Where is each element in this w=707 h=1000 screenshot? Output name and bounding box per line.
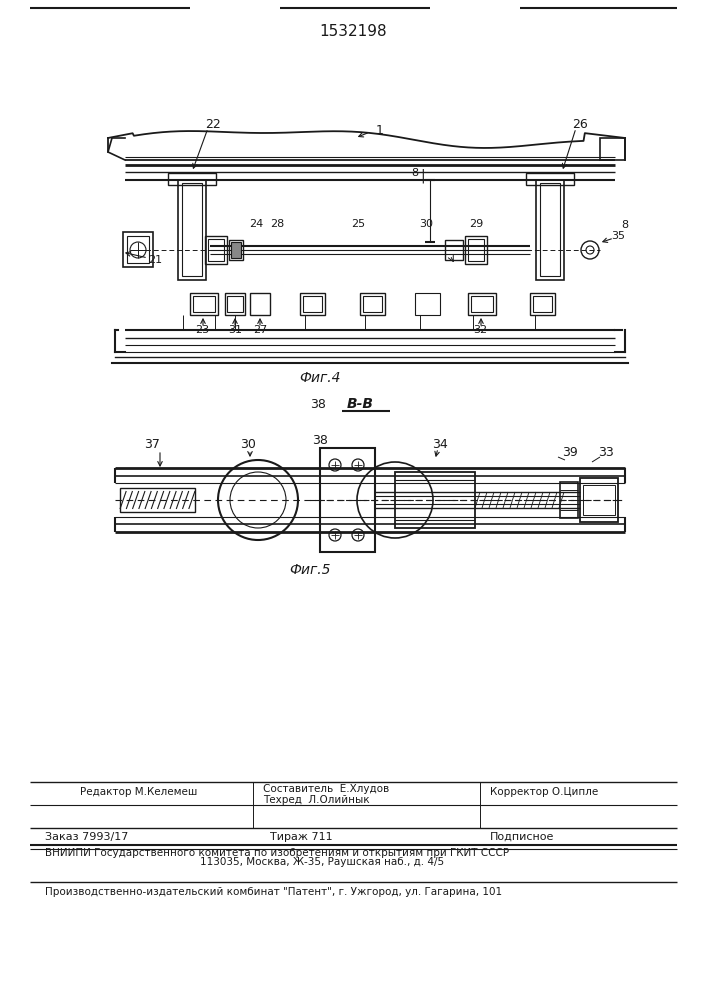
Text: 23: 23 xyxy=(195,325,209,335)
Bar xyxy=(445,240,463,260)
Text: 28: 28 xyxy=(270,219,284,229)
Bar xyxy=(231,242,241,258)
Bar xyxy=(583,485,615,515)
Bar xyxy=(560,482,578,518)
Text: Редактор М.Келемеш: Редактор М.Келемеш xyxy=(80,787,197,797)
Text: 38: 38 xyxy=(310,398,326,412)
Text: 1: 1 xyxy=(376,123,384,136)
Text: 22: 22 xyxy=(205,117,221,130)
Bar xyxy=(227,296,243,312)
Text: 27: 27 xyxy=(253,325,267,335)
Bar xyxy=(178,180,206,280)
Bar xyxy=(526,173,574,185)
Text: Корректор О.Ципле: Корректор О.Ципле xyxy=(490,787,598,797)
Bar xyxy=(468,239,484,261)
Text: В-В: В-В xyxy=(346,397,373,411)
Bar xyxy=(471,296,493,312)
Bar xyxy=(363,296,382,312)
Bar xyxy=(533,296,552,312)
Text: 31: 31 xyxy=(228,325,242,335)
Bar xyxy=(395,472,475,528)
Bar xyxy=(536,180,564,280)
Text: Подписное: Подписное xyxy=(490,832,554,842)
Text: |: | xyxy=(421,169,426,183)
Text: 8: 8 xyxy=(411,168,419,178)
Text: 8: 8 xyxy=(621,220,629,230)
Bar xyxy=(193,296,215,312)
Text: ВНИИПИ Государственного комитета по изобретениям и открытиям при ГКИТ СССР: ВНИИПИ Государственного комитета по изоб… xyxy=(45,848,509,858)
Text: Производственно-издательский комбинат "Патент", г. Ужгород, ул. Гагарина, 101: Производственно-издательский комбинат "П… xyxy=(45,887,502,897)
Text: 26: 26 xyxy=(572,117,588,130)
Text: 39: 39 xyxy=(562,446,578,458)
Text: 25: 25 xyxy=(351,219,365,229)
Bar xyxy=(600,138,625,160)
Bar xyxy=(530,293,555,315)
Bar xyxy=(540,183,560,276)
Bar xyxy=(168,173,216,185)
Bar xyxy=(123,232,153,267)
Text: 1532198: 1532198 xyxy=(319,24,387,39)
Bar xyxy=(229,240,243,260)
Bar xyxy=(120,488,195,512)
Bar xyxy=(250,293,270,315)
Text: Тираж 711: Тираж 711 xyxy=(270,832,332,842)
Bar xyxy=(465,236,487,264)
Text: Техред  Л.Олийнык: Техред Л.Олийнык xyxy=(263,795,370,805)
Bar xyxy=(415,293,440,315)
Text: 38: 38 xyxy=(312,434,328,446)
Bar xyxy=(127,236,149,263)
Bar xyxy=(190,293,218,315)
Bar xyxy=(320,448,375,552)
Bar xyxy=(208,239,224,261)
Text: 32: 32 xyxy=(473,325,487,335)
Text: Фиг.4: Фиг.4 xyxy=(299,371,341,385)
Bar xyxy=(360,293,385,315)
Text: 21: 21 xyxy=(148,255,162,265)
Bar xyxy=(225,293,245,315)
Text: 37: 37 xyxy=(144,438,160,452)
Text: Фиг.5: Фиг.5 xyxy=(289,563,331,577)
Text: 113035, Москва, Ж-35, Раушская наб., д. 4/5: 113035, Москва, Ж-35, Раушская наб., д. … xyxy=(200,857,444,867)
Bar xyxy=(468,293,496,315)
Text: 34: 34 xyxy=(432,438,448,452)
Bar xyxy=(580,478,618,522)
Text: Составитель  Е.Хлудов: Составитель Е.Хлудов xyxy=(263,784,390,794)
Text: Заказ 7993/17: Заказ 7993/17 xyxy=(45,832,129,842)
Text: 29: 29 xyxy=(469,219,483,229)
Bar xyxy=(182,183,202,276)
Text: 30: 30 xyxy=(240,438,256,452)
Text: 35: 35 xyxy=(611,231,625,241)
Text: 30: 30 xyxy=(419,219,433,229)
Bar xyxy=(303,296,322,312)
Bar xyxy=(300,293,325,315)
Text: 33: 33 xyxy=(598,446,614,458)
Bar xyxy=(205,236,227,264)
Text: 24: 24 xyxy=(249,219,263,229)
